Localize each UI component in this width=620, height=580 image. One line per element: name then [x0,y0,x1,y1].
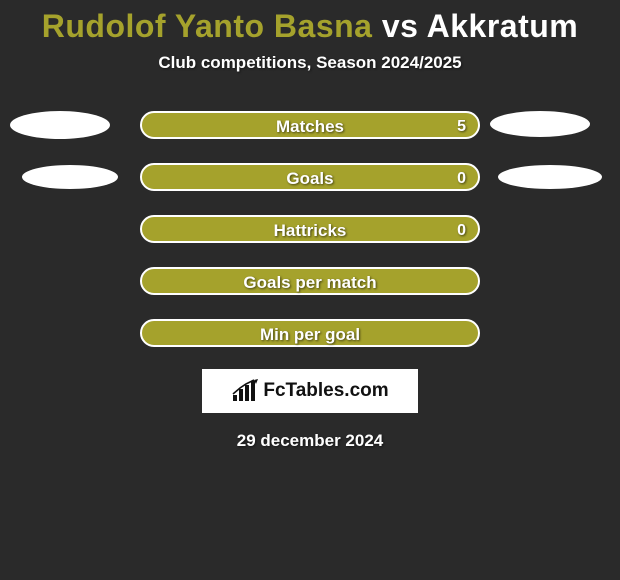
stat-bar: Matches5 [140,111,480,139]
page-title: Rudolof Yanto Basna vs Akkratum [0,8,620,45]
stat-rows: Matches5Goals0Hattricks0Goals per matchM… [0,111,620,347]
logo: FcTables.com [231,379,388,403]
title-player-left: Rudolof Yanto Basna [42,8,373,44]
stat-bar: Goals per match [140,267,480,295]
stat-value-right: 0 [457,217,466,245]
stat-bar: Goals0 [140,163,480,191]
stat-label: Goals per match [142,269,478,297]
stats-infographic: Rudolof Yanto Basna vs Akkratum Club com… [0,8,620,580]
stat-row: Goals per match [0,267,620,295]
logo-text: FcTables.com [263,380,388,402]
stat-label: Min per goal [142,321,478,349]
title-player-right: Akkratum [427,8,579,44]
stat-label: Goals [142,165,478,193]
stat-row: Matches5 [0,111,620,139]
stat-row: Min per goal [0,319,620,347]
right-ellipse [490,111,590,137]
stat-label: Matches [142,113,478,141]
left-ellipse [22,165,118,189]
bar-chart-icon [231,379,259,403]
stat-row: Goals0 [0,163,620,191]
subtitle: Club competitions, Season 2024/2025 [0,53,620,73]
logo-box: FcTables.com [202,369,418,413]
date: 29 december 2024 [0,431,620,451]
stat-value-right: 0 [457,165,466,193]
stat-label: Hattricks [142,217,478,245]
title-vs: vs [372,8,426,44]
left-ellipse [10,111,110,139]
stat-value-right: 5 [457,113,466,141]
stat-bar: Hattricks0 [140,215,480,243]
right-ellipse [498,165,602,189]
stat-row: Hattricks0 [0,215,620,243]
stat-bar: Min per goal [140,319,480,347]
